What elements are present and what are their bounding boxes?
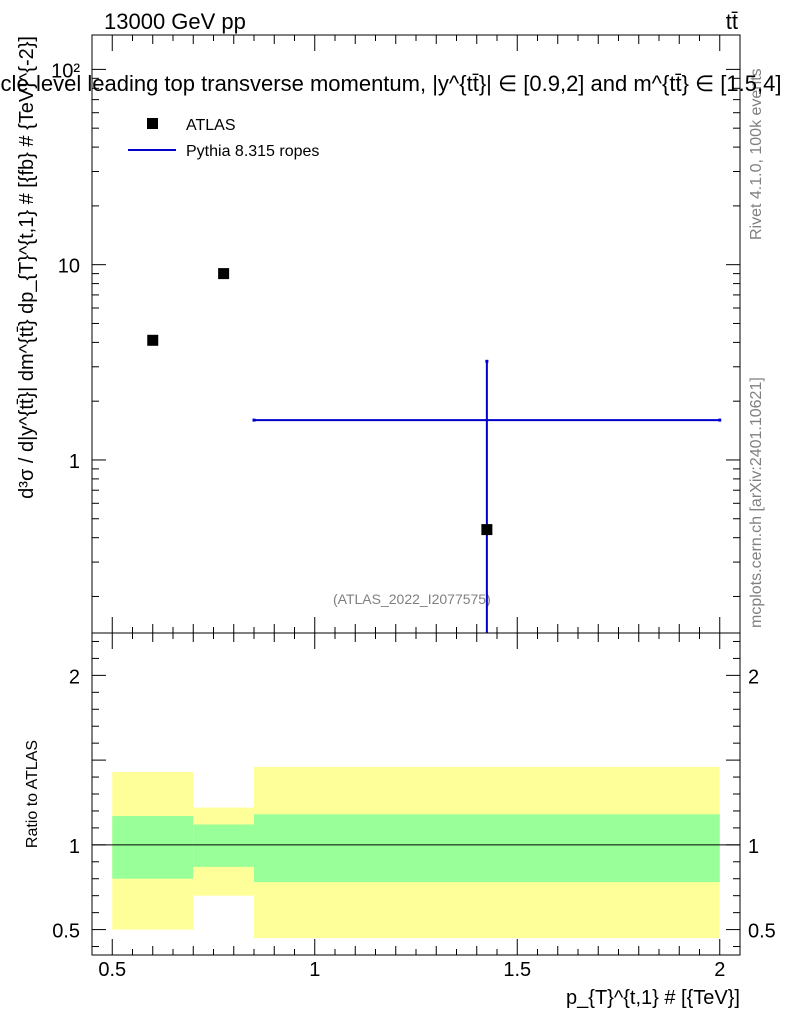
watermark-label: (ATLAS_2022_I2077575) [333, 591, 491, 607]
main-title: article-level leading top transverse mom… [0, 71, 786, 96]
ratio-ytick-label-right: 1 [748, 836, 759, 858]
xtick-label: 0.5 [98, 959, 126, 981]
ratio-ytick-label: 1 [69, 836, 80, 858]
ratio-ytick-label: 2 [69, 666, 80, 688]
xaxis-label: p_{T}^{t,1} # [{TeV}] [566, 987, 740, 1009]
mc-end-cap [718, 418, 722, 422]
legend-mc-label: Pythia 8.315 ropes [186, 143, 319, 160]
mc-end-cap [485, 359, 489, 363]
atlas-data-point [481, 524, 493, 536]
xtick-label: 2 [714, 959, 725, 981]
main-plot-area: article-level leading top transverse mom… [0, 34, 786, 634]
ratio-ytick-label: 0.5 [52, 921, 80, 943]
rivet-version-label: Rivet 4.1.0, 100k events [748, 68, 765, 240]
mc-series [252, 359, 722, 633]
atlas-data-point [147, 334, 159, 346]
ratio-bands [112, 766, 720, 939]
ratio-band-inner [254, 814, 720, 883]
mcplots-label: mcplots.cern.ch [arXiv:2401.10621] [748, 377, 765, 628]
main-ytick-label: 10² [51, 60, 80, 82]
xtick-label: 1.5 [503, 959, 531, 981]
ratio-ytick-label-right: 2 [748, 666, 759, 688]
main-ytick-label: 10 [58, 256, 80, 278]
main-ylabel: d³σ / d|y^{tt̄}| dm^{tt̄} dp_{T}^{t,1} #… [16, 36, 38, 499]
header-right-label: tt̄ [726, 9, 738, 34]
header-left-label: 13000 GeV pp [104, 9, 246, 34]
ratio-ytick-label-right: 0.5 [748, 921, 776, 943]
ratio-ylabel: Ratio to ATLAS [24, 740, 41, 848]
ratio-band-inner [193, 824, 254, 867]
legend-atlas-marker [147, 118, 158, 129]
ratio-plot-area: 0.5 0.5 1 1 2 2 0.5 1 1.5 2 Ratio to ATLAS p_{T}^{t… [24, 632, 776, 1009]
xtick-label: 1 [309, 959, 320, 981]
atlas-data-point [218, 268, 230, 280]
legend-atlas-label: ATLAS [186, 117, 236, 134]
mc-end-cap [252, 418, 256, 422]
main-ytick-label: 1 [69, 451, 80, 473]
ratio-band-inner [112, 816, 194, 879]
